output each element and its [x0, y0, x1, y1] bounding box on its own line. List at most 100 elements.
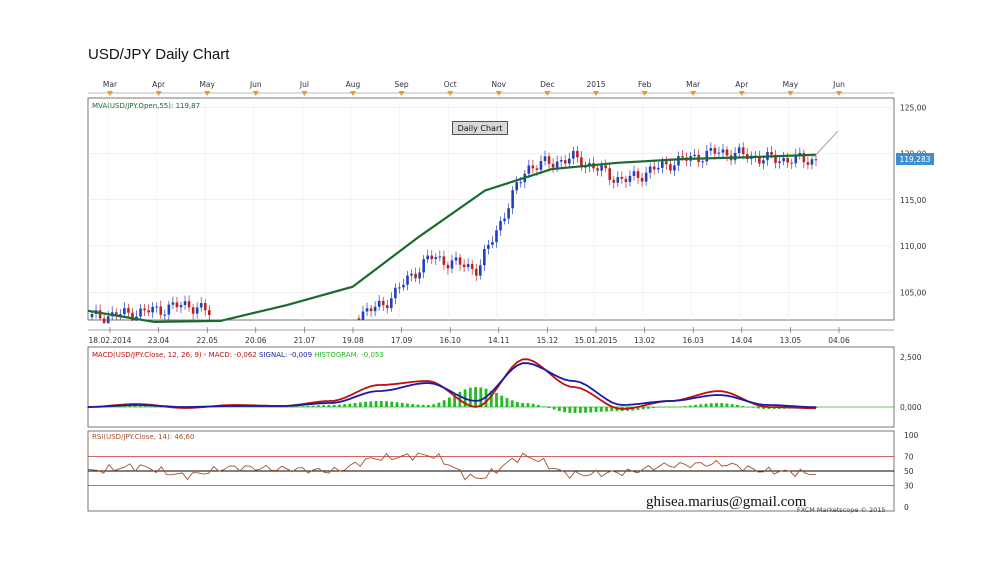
macd-histogram-bar: [526, 403, 530, 407]
macd-histogram-bar: [730, 404, 734, 407]
month-marker-icon: [836, 91, 842, 96]
month-marker-icon: [301, 91, 308, 96]
macd-histogram-bar: [699, 404, 703, 407]
macd-histogram-bar: [605, 407, 608, 412]
macd-histogram-bar: [531, 403, 535, 407]
projection-line: [813, 130, 839, 158]
macd-histogram-bar: [411, 404, 415, 407]
candle-body: [794, 154, 798, 164]
month-marker-icon: [155, 91, 162, 96]
candle-body: [810, 159, 814, 165]
candle-body: [163, 314, 167, 316]
candle-body: [782, 157, 785, 162]
macd-histogram-bar: [311, 405, 315, 407]
date-axis-label: 13.05: [780, 336, 802, 345]
candle-body: [361, 311, 365, 321]
candle-body: [406, 275, 409, 285]
date-axis-label: 21.07: [294, 336, 316, 345]
macd-histogram-bar: [568, 407, 572, 413]
candle-body: [527, 165, 531, 174]
candle-body: [123, 308, 126, 315]
macd-histogram-bar: [442, 400, 446, 407]
macd-histogram-bar: [767, 407, 771, 409]
rsi-line: [87, 452, 817, 481]
candle-body: [151, 306, 154, 313]
candle-body: [555, 161, 559, 168]
candle-body: [661, 161, 664, 168]
candle-body: [640, 177, 644, 182]
macd-histogram-bar: [589, 407, 593, 413]
macd-histogram-bar: [505, 398, 509, 407]
macd-histogram-bar: [301, 406, 305, 407]
macd-histogram-bar: [479, 387, 483, 407]
candle-body: [369, 308, 373, 312]
candle-body: [478, 265, 482, 276]
macd-histogram-bar: [725, 403, 729, 407]
price-panel-frame: [87, 97, 895, 321]
candle-body: [187, 301, 191, 308]
top-axis-month: May: [783, 80, 799, 89]
macd-histogram-bar: [599, 407, 603, 412]
macd-histogram-bar: [285, 406, 289, 408]
macd-histogram-bar: [138, 406, 142, 407]
rsi-y-tick: 0: [904, 503, 909, 512]
page-title: USD/JPY Daily Chart: [88, 46, 230, 63]
candle-body: [737, 147, 741, 153]
macd-histogram-bar: [563, 407, 567, 413]
candle-body: [385, 305, 389, 309]
date-axis-label: 19.08: [342, 336, 364, 345]
macd-label-signal: SIGNAL: -0,009: [259, 351, 312, 359]
top-axis-month: Mar: [103, 80, 118, 89]
macd-label-name: MACD(USD/JPY.Close, 12, 26, 9): [92, 351, 202, 359]
candle-body: [531, 165, 535, 169]
candle-body: [543, 156, 547, 162]
macd-histogram-bar: [400, 402, 404, 407]
macd-histogram-bar: [746, 406, 750, 408]
macd-histogram-bar: [688, 405, 692, 407]
price-y-tick: 125,00: [900, 103, 926, 112]
macd-histogram-bar: [264, 406, 268, 408]
candle-body: [381, 300, 385, 306]
macd-histogram-bar: [280, 406, 284, 408]
macd-panel-frame: [87, 346, 895, 428]
macd-histogram-bar: [390, 401, 394, 407]
candle-body: [442, 256, 446, 265]
macd-histogram-bar: [385, 401, 388, 407]
macd-histogram-bar: [573, 407, 577, 413]
macd-histogram-bar: [474, 387, 477, 407]
macd-histogram-bar: [537, 404, 540, 407]
month-marker-icon: [690, 91, 697, 96]
rsi-indicator-label: RSI(USD/JPY.Close, 14): 46,60: [92, 433, 194, 441]
macd-histogram-bar: [123, 406, 127, 407]
candle-body: [430, 255, 434, 259]
macd-label-macd: MACD: -0,062: [209, 351, 257, 359]
candle-body: [604, 165, 607, 169]
macd-histogram-bar: [406, 403, 409, 407]
date-axis-label: 14.04: [731, 336, 753, 345]
date-axis-label: 16.10: [439, 336, 461, 345]
rsi-levels: [88, 456, 894, 486]
top-axis-month: Dec: [540, 80, 555, 89]
candle-body: [365, 308, 369, 312]
date-axis-label: 15.12: [537, 336, 559, 345]
macd-histogram-bar: [594, 407, 598, 413]
candle-body: [701, 161, 705, 163]
candle-body: [580, 157, 583, 168]
current-price-label: 119,283: [899, 155, 930, 164]
candle-body: [159, 306, 163, 315]
macd-histogram-bar: [427, 404, 430, 407]
candle-body: [127, 308, 130, 313]
candle-body: [511, 190, 514, 209]
price-y-tick: 105,00: [900, 288, 926, 297]
candle-body: [725, 149, 729, 156]
candle-body: [770, 151, 773, 155]
candle-body: [418, 272, 421, 279]
month-marker-icon: [447, 91, 454, 96]
candle-body: [357, 318, 361, 321]
candle-body: [179, 305, 183, 308]
candle-body: [402, 284, 405, 288]
daily-chart-button[interactable]: Daily Chart: [452, 121, 508, 135]
macd-histogram-bar: [149, 406, 153, 407]
macd-histogram-bar: [489, 390, 493, 407]
